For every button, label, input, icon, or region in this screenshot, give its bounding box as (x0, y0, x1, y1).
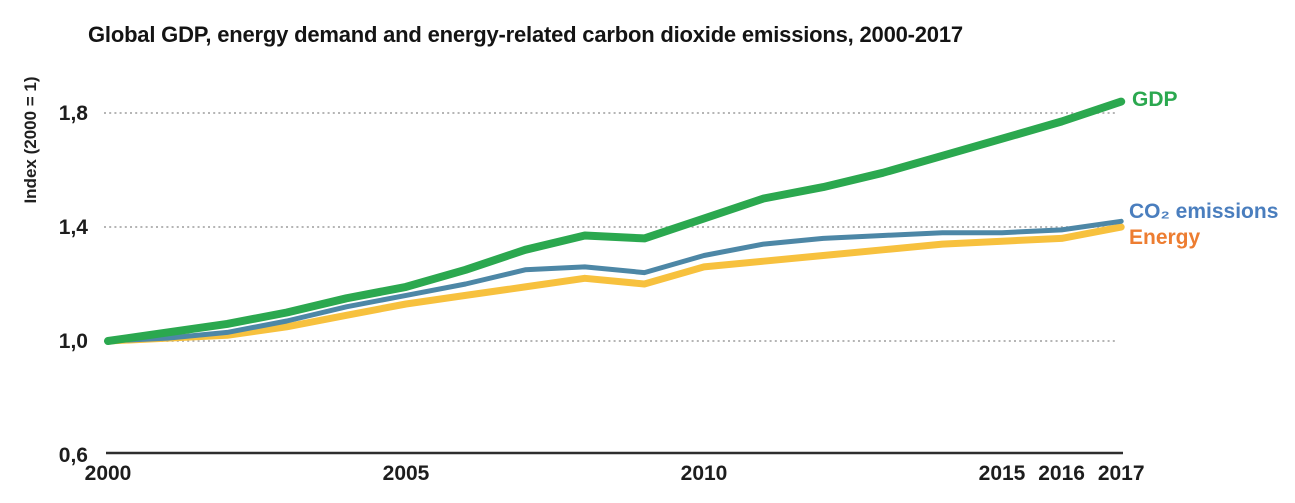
y-tick-label: 1,4 (59, 216, 89, 239)
energy-series-label: Energy (1129, 226, 1201, 249)
chart-title: Global GDP, energy demand and energy-rel… (88, 22, 963, 47)
y-tick-label: 1,8 (59, 102, 89, 125)
x-tick-label: 2015 (979, 462, 1026, 485)
x-tick-label: 2017 (1098, 462, 1145, 485)
y-tick-label: 1,0 (59, 330, 88, 353)
x-tick-label: 2016 (1038, 462, 1085, 485)
energy-line (104, 223, 1125, 345)
gdp-series-label: GDP (1132, 88, 1178, 111)
x-tick-label: 2005 (383, 462, 430, 485)
co2-emissions-series-label: CO₂ emissions (1129, 200, 1279, 223)
gdp-line (104, 97, 1126, 345)
co-emissions-line (105, 218, 1124, 344)
x-tick-label: 2000 (85, 462, 132, 485)
x-tick-label: 2010 (681, 462, 728, 485)
y-tick-label: 0,6 (59, 444, 88, 467)
